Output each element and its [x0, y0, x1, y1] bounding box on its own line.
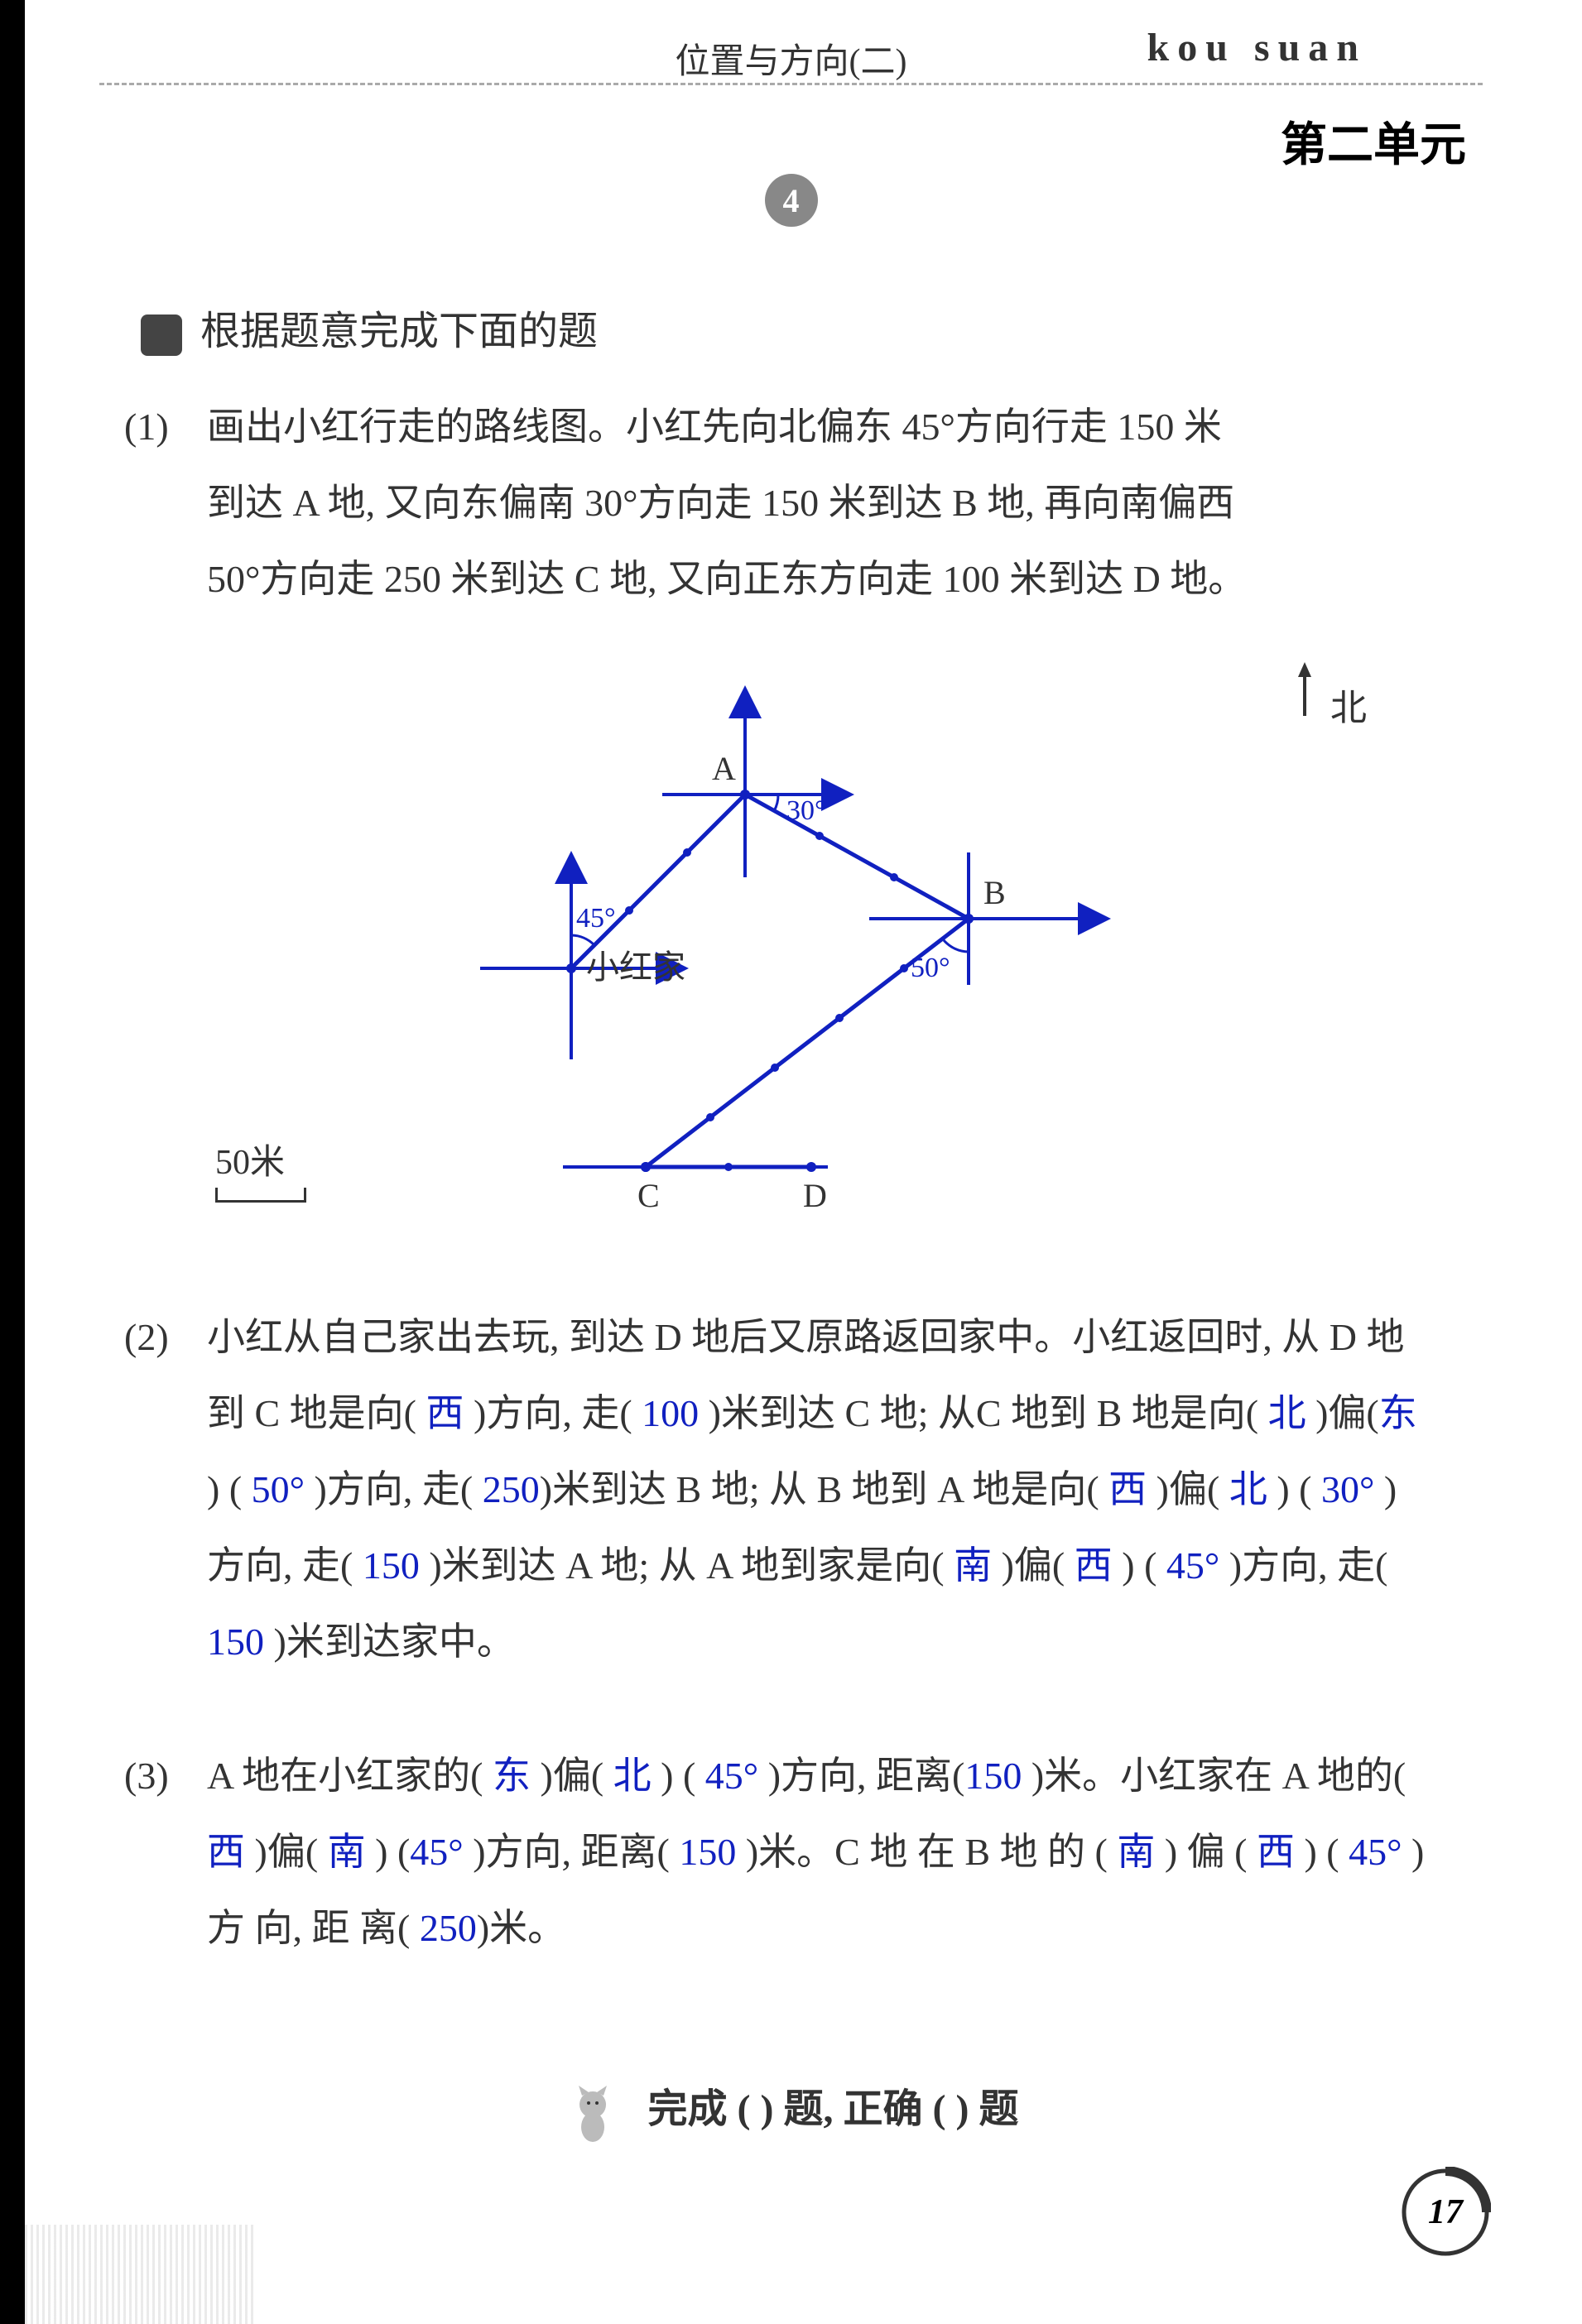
text-run: ) (: [375, 1831, 410, 1873]
q1-line-1: 到达 A 地, 又向东偏南 30°方向走 150 米到达 B 地, 再向南偏西: [207, 465, 1433, 541]
text-run: 方向, 走(: [1242, 1544, 1387, 1587]
text-run: )米到达家中。: [274, 1621, 515, 1663]
svg-text:C: C: [637, 1177, 660, 1214]
text-run: 达 B 地; 从 B 地到 A 地是向(: [628, 1468, 1099, 1510]
scale-line-icon: [215, 1188, 306, 1203]
section-title: 根据题意完成下面的题: [141, 298, 598, 356]
answer-blank: 北: [1219, 1468, 1277, 1510]
text-run: )米。: [477, 1907, 565, 1949]
text-run: )米到达 C 地; 从: [709, 1392, 976, 1434]
cat-icon: [564, 2084, 622, 2142]
page-bottom-hatch: [25, 2225, 257, 2324]
page-number-badge: 17: [1400, 2167, 1491, 2258]
question-2: (2) 小红从自己家出去玩, 到达 D 地后又原路返回家中。小红返回时, 从 D…: [207, 1299, 1433, 1680]
answer-blank: 南: [318, 1831, 375, 1873]
kou-suan-label: kou suan: [1147, 25, 1367, 70]
svg-text:B: B: [983, 874, 1006, 911]
answer-blank: 西: [1065, 1544, 1122, 1587]
scale-label: 50米: [215, 1144, 285, 1182]
answer-blank: 150: [964, 1755, 1031, 1797]
text-run: 小红家在 A 地的(: [1120, 1755, 1406, 1797]
q2-number: (2): [124, 1299, 169, 1376]
section-icon: [141, 315, 182, 356]
q1-number: (1): [124, 389, 169, 465]
answer-blank: 西: [416, 1392, 474, 1434]
answer-blank: 100: [632, 1392, 709, 1434]
text-run: )米到达 A 地; 从 A 地到家是向(: [429, 1544, 944, 1587]
text-run: (: [340, 1544, 353, 1587]
text-run: 米。C 地 在 B 地 的 (: [758, 1831, 1108, 1873]
scale-bar: 50米: [215, 1134, 306, 1203]
text-run: C 地到 B 地是向(: [976, 1392, 1258, 1434]
answer-blank: 45°: [695, 1755, 767, 1797]
text-run: ) (: [661, 1755, 695, 1797]
answer-blank: 250: [473, 1468, 540, 1510]
q1-line-2: 50°方向走 250 米到达 C 地, 又向正东方向走 100 米到达 D 地。: [207, 541, 1433, 617]
answer-blank: 150: [207, 1621, 274, 1663]
text-run: )方向, 距离(: [768, 1755, 965, 1797]
answer-blank: 150: [353, 1544, 429, 1587]
text-run: ) (: [1277, 1468, 1311, 1510]
answer-blank: 西: [1247, 1831, 1304, 1873]
text-run: )偏(: [1156, 1468, 1220, 1510]
text-run: )米到: [540, 1468, 628, 1510]
svg-text:30°: 30°: [786, 795, 826, 826]
answer-blank: 南: [945, 1544, 1002, 1587]
answer-blank: 北: [1258, 1392, 1315, 1434]
answer-blank: 北: [603, 1755, 661, 1797]
svg-text:45°: 45°: [576, 903, 616, 934]
q3-number: (3): [124, 1738, 169, 1814]
lesson-number-circle: 4: [765, 174, 818, 227]
footer: 完成 ( ) 题, 正确 ( ) 题: [564, 2076, 1019, 2142]
svg-text:50°: 50°: [911, 953, 950, 983]
text-run: )偏(: [541, 1755, 604, 1797]
text-run: (: [397, 1907, 410, 1949]
answer-blank: 西: [1099, 1468, 1156, 1510]
route-diagram: 小红家 A B C D 45° 30° 50°: [356, 654, 1184, 1283]
text-run: ): [1229, 1544, 1242, 1587]
north-indicator: 北: [1288, 662, 1367, 731]
unit-title: 第二单元: [1281, 108, 1466, 175]
answer-blank: 南: [1108, 1831, 1165, 1873]
text-run: )偏(: [1315, 1392, 1379, 1434]
answer-blank: 50°: [242, 1468, 314, 1510]
answer-blank: 西: [207, 1831, 255, 1873]
answer-blank: 东: [1379, 1392, 1417, 1434]
question-1: (1) 画出小红行走的路线图。小红先向北偏东 45°方向行走 150 米 到达 …: [207, 389, 1433, 617]
question-3: (3) A 地在小红家的( 东 )偏( 北 ) ( 45° )方向, 距离(15…: [207, 1738, 1433, 1966]
text-run: ) (: [1122, 1544, 1156, 1587]
svg-text:小红家: 小红家: [586, 948, 685, 986]
answer-blank: 东: [483, 1755, 541, 1797]
answer-blank: 30°: [1311, 1468, 1383, 1510]
text-run: )方向, 走(: [474, 1392, 632, 1434]
text-run: )方向, 距离(: [473, 1831, 670, 1873]
text-run: )偏(: [1002, 1544, 1065, 1587]
text-run: )米。: [1031, 1755, 1120, 1797]
page-left-edge: [0, 0, 25, 2324]
text-run: )偏(: [255, 1831, 319, 1873]
q1-line-0: 画出小红行走的路线图。小红先向北偏东 45°方向行走 150 米: [207, 389, 1433, 465]
text-run: ) (: [1304, 1831, 1339, 1873]
svg-text:D: D: [803, 1177, 827, 1214]
answer-blank: 45°: [410, 1831, 473, 1873]
answer-blank: 250: [410, 1907, 477, 1949]
answer-blank: 45°: [1156, 1544, 1229, 1587]
north-label: 北: [1330, 688, 1367, 728]
section-title-text: 根据题意完成下面的题: [200, 310, 598, 353]
text-run: 小红从自己家出去玩, 到达 D 地后又原路返回家中。小红返回: [207, 1316, 1224, 1358]
svg-text:A: A: [712, 750, 736, 787]
page-number: 17: [1428, 2192, 1463, 2232]
text-run: ): [746, 1831, 758, 1873]
route-diagram-svg: 小红家 A B C D 45° 30° 50°: [356, 654, 1184, 1283]
answer-blank: 45°: [1339, 1831, 1411, 1873]
text-run: )方向, 走(: [315, 1468, 474, 1510]
lesson-number: 4: [783, 181, 800, 220]
text-run: ) 偏 (: [1165, 1831, 1248, 1873]
footer-label: 完成 ( ) 题, 正确 ( ) 题: [648, 2087, 1019, 2131]
answer-blank: 150: [670, 1831, 746, 1873]
north-arrow-icon: [1288, 662, 1321, 720]
text-run: A 地在小红家的(: [207, 1755, 483, 1797]
text-run: ) (: [207, 1468, 242, 1510]
